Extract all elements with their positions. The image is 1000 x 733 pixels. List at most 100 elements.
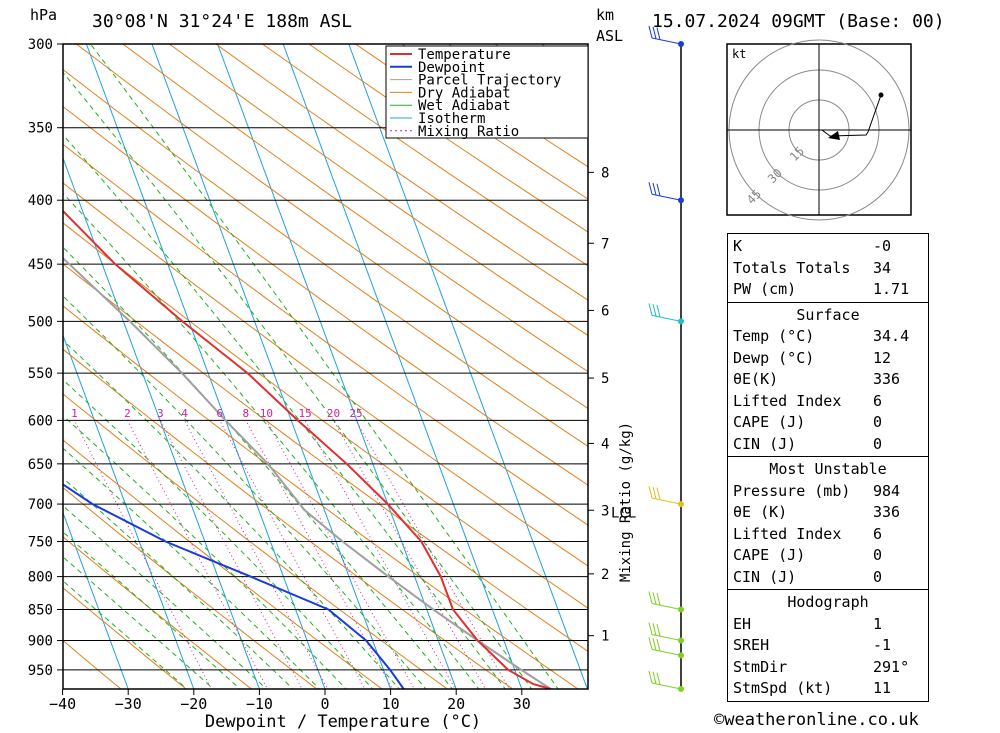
surface-row: θE(K) 336 <box>728 369 928 391</box>
mu-value: 336 <box>873 503 901 521</box>
mixing-ratio-label: 20 <box>327 407 340 420</box>
mixing-ratio-label: 25 <box>349 407 362 420</box>
km-unit-label: km <box>596 6 615 24</box>
temperature-tick-label: −30 <box>115 695 142 713</box>
station-location: 30°08'N 31°24'E 188m ASL <box>92 11 353 32</box>
index-label: PW (cm) <box>733 280 797 298</box>
pressure-tick-label: 750 <box>28 535 53 551</box>
surface-section: Surface Temp (°C) 34.4 Dewp (°C) 12 θE(K) 3… <box>728 301 928 457</box>
pressure-tick-label: 400 <box>28 193 53 209</box>
pressure-tick-label: 450 <box>28 257 53 273</box>
dry-adiabat-line <box>63 68 588 448</box>
km-tick-label: 7 <box>601 236 609 252</box>
wind-barb-flag <box>652 304 657 317</box>
mu-value: 0 <box>873 546 883 564</box>
wind-level-dot <box>678 652 684 659</box>
surface-label: Lifted Index <box>733 391 842 410</box>
surface-label: θE(K) <box>733 370 779 388</box>
isotherm-line <box>63 511 129 689</box>
wind-barb-flag <box>652 182 657 196</box>
pressure-tick-label: 650 <box>28 457 53 473</box>
km-tick-label: 6 <box>601 303 609 319</box>
mu-row: Lifted Index 6 <box>728 524 928 546</box>
mu-row: CIN (J) 0 <box>728 567 928 589</box>
plot-frame <box>62 43 589 690</box>
dry-adiabat-line <box>308 44 588 233</box>
legend-entry: Temperature <box>418 47 511 63</box>
mixing-ratio-line <box>159 420 303 689</box>
wet-adiabat-line <box>63 415 347 689</box>
surface-value: 0 <box>873 413 883 431</box>
wind-barb-staff <box>651 634 682 642</box>
parcel-trajectory-line <box>63 256 552 689</box>
surface-label: Temp (°C) <box>733 327 815 345</box>
hodograph-endpoint <box>878 92 884 98</box>
mu-label: CAPE (J) <box>733 546 806 564</box>
pressure-tick-label: 600 <box>28 413 53 429</box>
index-row-k: K -0 <box>728 236 928 258</box>
most-unstable-title: Most Unstable <box>769 460 887 478</box>
mixing-ratio-line <box>219 420 366 689</box>
wet-adiabat-line <box>63 580 188 689</box>
km-tick-label: 2 <box>601 567 609 583</box>
hodo-row: EH 1 <box>728 614 928 636</box>
wind-barb-flag <box>652 592 657 605</box>
wet-adiabat-line <box>63 556 215 689</box>
temperature-line <box>63 209 551 689</box>
dry-adiabat-line <box>63 393 449 689</box>
hodo-value: -1 <box>873 636 892 654</box>
wind-barb-flag <box>652 638 657 651</box>
wind-barb-flag <box>656 638 661 652</box>
hodograph-title: Hodograph <box>787 593 869 611</box>
mu-row: Pressure (mb) 984 <box>728 481 928 503</box>
pressure-tick-label: 350 <box>28 121 53 137</box>
pressure-tick-label: 500 <box>28 314 53 330</box>
dry-adiabat-line <box>63 182 588 567</box>
index-row-totals: Totals Totals 34 <box>728 258 928 280</box>
legend-entry: Dry Adiabat <box>418 85 511 101</box>
hodo-label: StmDir <box>733 657 788 676</box>
dry-adiabat-line <box>169 44 588 337</box>
wind-barb-flag <box>652 671 657 684</box>
mixing-ratio-label: 6 <box>217 407 224 420</box>
dry-adiabat-line <box>63 222 588 609</box>
isotherm-line <box>63 334 195 689</box>
wet-adiabat-line <box>63 295 427 689</box>
surface-row: CIN (J) 0 <box>728 434 928 456</box>
mixing-ratio-label: 8 <box>242 407 249 420</box>
wind-barb-staff <box>651 193 682 201</box>
temperature-tick-label: −20 <box>180 695 207 713</box>
index-row-pw: PW (cm) 1.71 <box>728 279 928 301</box>
isotherm-line <box>85 44 326 689</box>
dry-adiabat-line <box>122 44 588 373</box>
wind-barb <box>648 591 684 613</box>
index-value: 1.71 <box>873 280 910 298</box>
mixing-ratio-label: 2 <box>124 407 131 420</box>
wind-level-dot <box>678 197 684 204</box>
temperature-tick-label: 20 <box>447 695 465 713</box>
pressure-tick-label: 800 <box>28 570 53 586</box>
mixing-ratio-label: 10 <box>260 407 273 420</box>
mu-label: θE (K) <box>733 503 788 521</box>
legend-entry: Parcel Trajectory <box>418 73 561 89</box>
dry-adiabat-line <box>63 439 383 689</box>
surface-label: Dewp (°C) <box>733 348 815 367</box>
wind-level-dot <box>678 686 684 692</box>
mu-label: Lifted Index <box>733 524 842 543</box>
forecast-datetime: 15.07.2024 09GMT (Base: 00) <box>652 11 945 32</box>
wind-barb <box>648 485 684 508</box>
wind-level-dot <box>678 606 684 613</box>
asl-unit-label: ASL <box>596 27 624 45</box>
isotherm-line <box>282 44 523 689</box>
copyright-footer[interactable]: ©weatheronline.co.uk <box>714 710 919 730</box>
index-label: Totals Totals <box>733 258 851 277</box>
wind-barb-flag <box>648 303 653 316</box>
wind-barb-flag <box>652 26 657 39</box>
pressure-tick-label: 700 <box>28 497 53 513</box>
dewpoint-line <box>63 483 405 689</box>
wet-adiabat-line <box>63 246 453 689</box>
dry-adiabat-line <box>63 348 514 689</box>
dry-adiabat-line <box>63 536 253 689</box>
